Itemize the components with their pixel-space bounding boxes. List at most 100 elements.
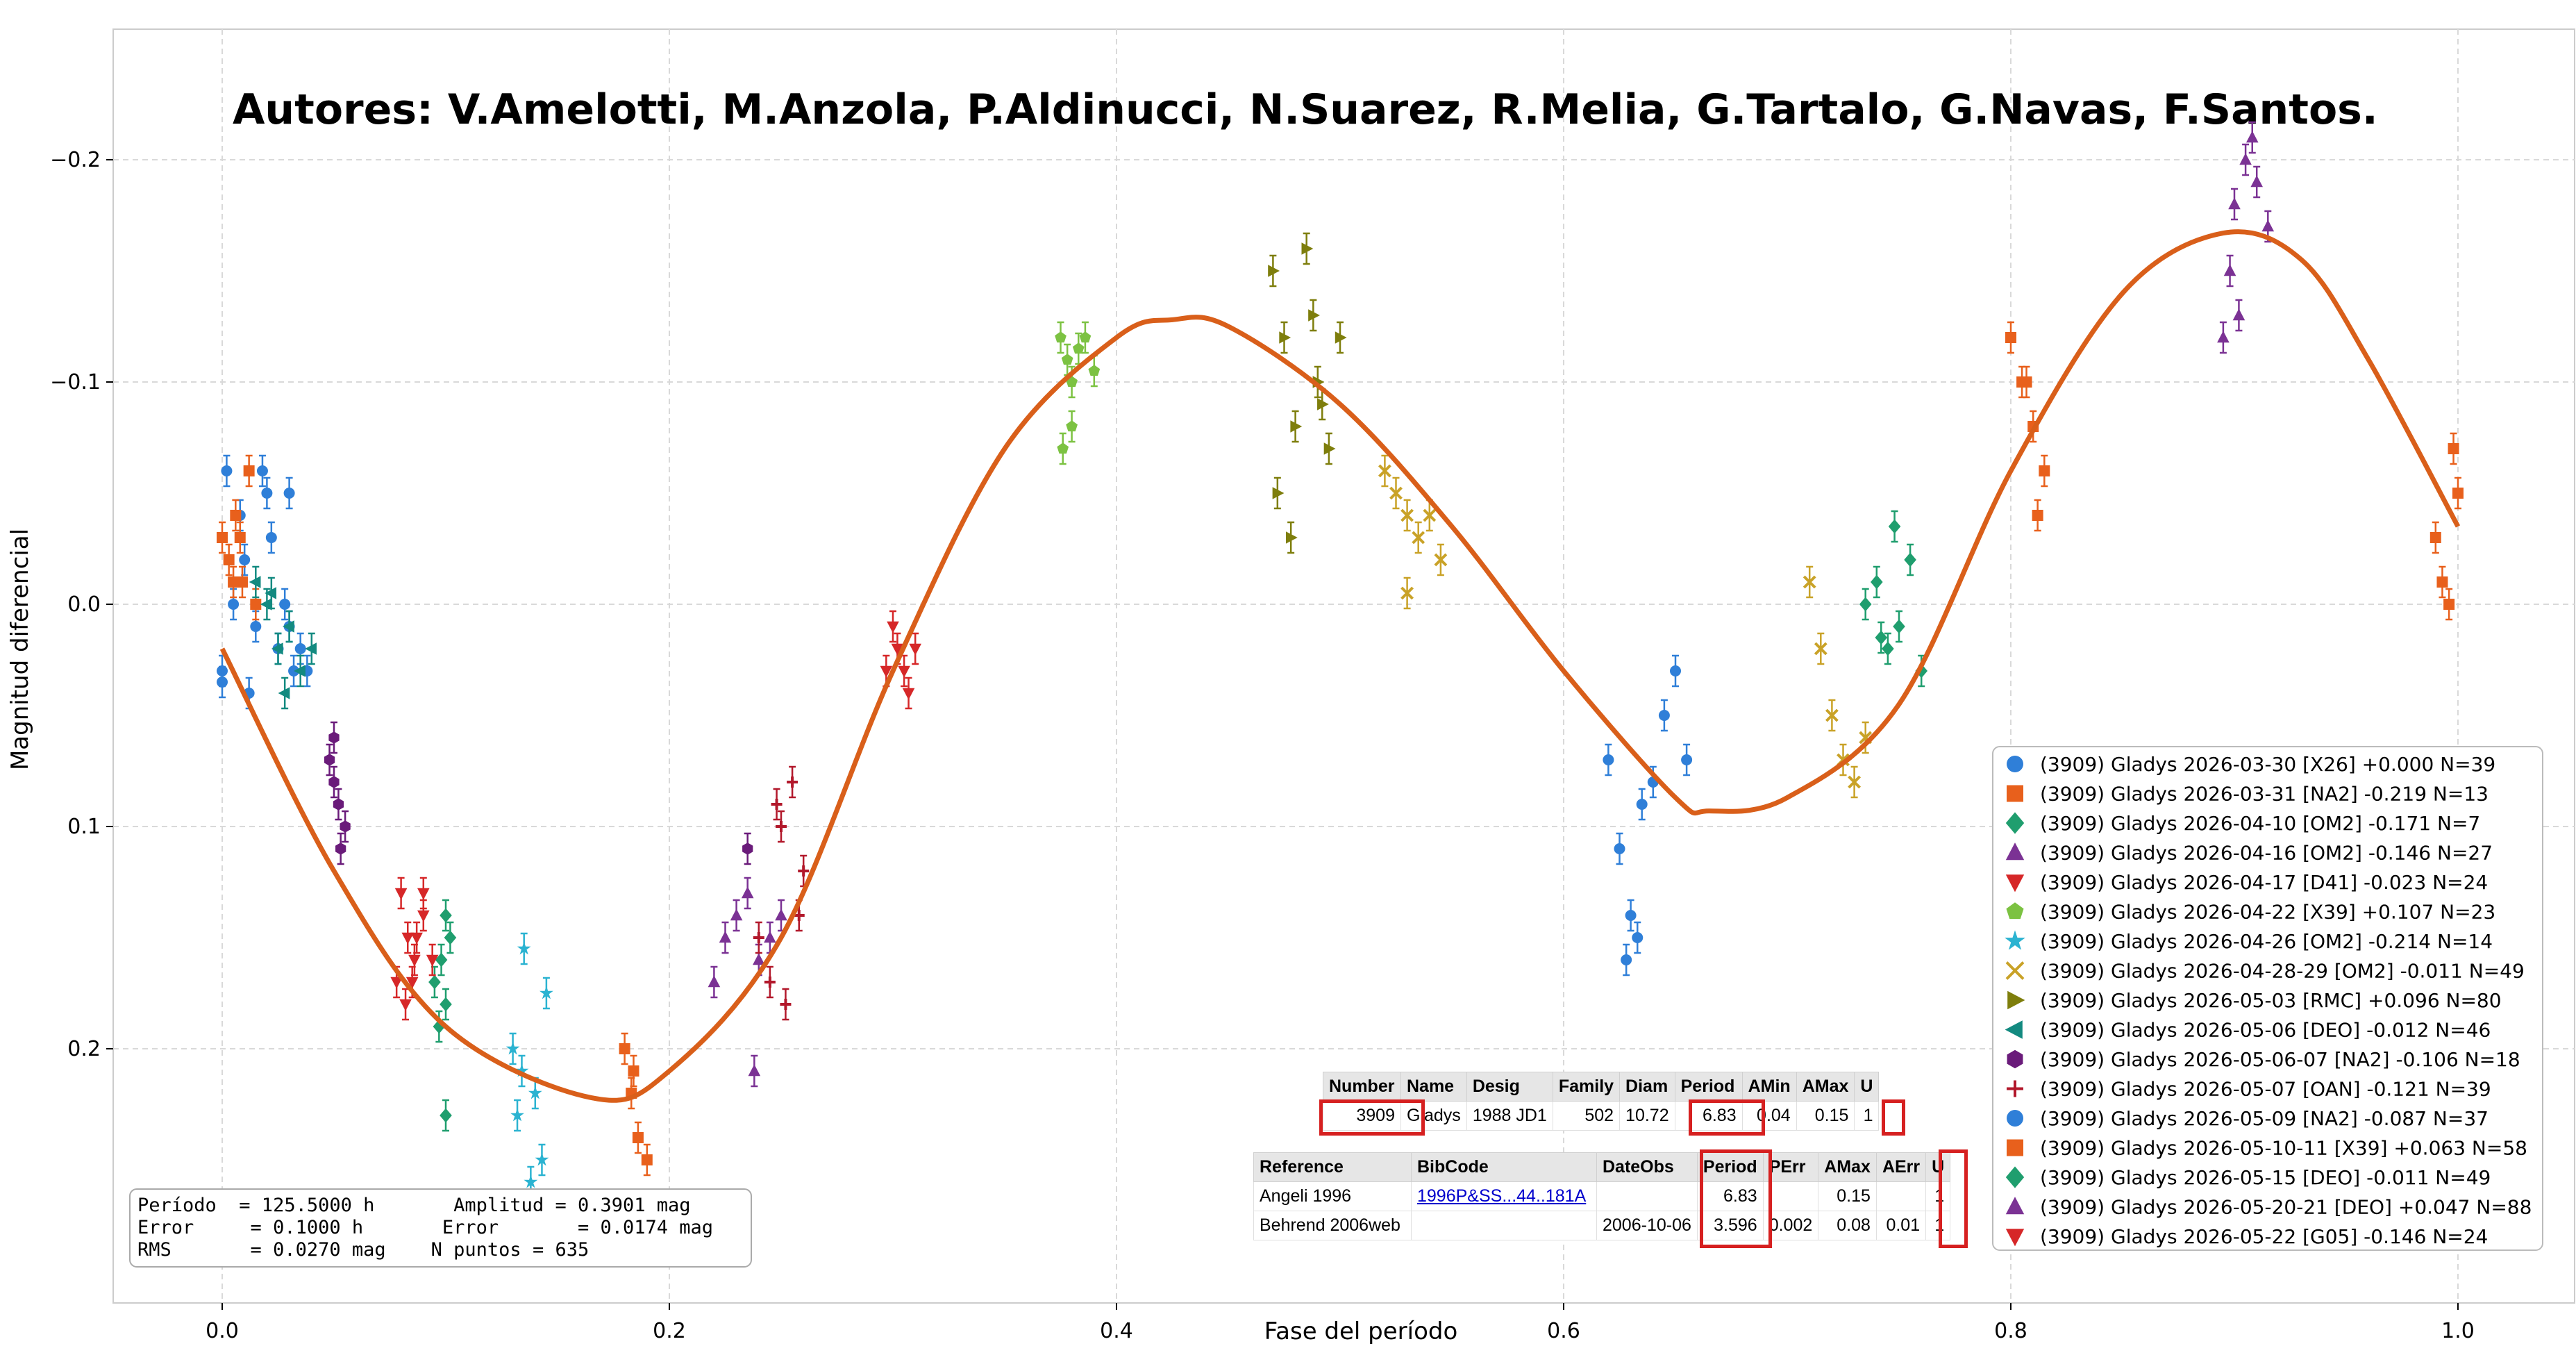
- legend-item: (3909) Gladys 2026-05-10-11 [X39] +0.063…: [2007, 1137, 2527, 1160]
- data-point: [250, 599, 262, 610]
- data-point: [2250, 175, 2263, 188]
- data-point: [1378, 464, 1391, 478]
- x-tick-label: 1.0: [2441, 1319, 2475, 1343]
- data-point: [417, 888, 430, 900]
- data-point: [1888, 519, 1901, 534]
- ref-header-reference: Reference: [1253, 1152, 1412, 1182]
- ref-cell-amax: 0.15: [1818, 1181, 1877, 1211]
- legend-marker: [2005, 1229, 2025, 1247]
- header-name: Name: [1400, 1072, 1467, 1102]
- data-point: [1625, 910, 1637, 921]
- legend-item: (3909) Gladys 2026-04-16 [OM2] -0.146 N=…: [2005, 842, 2493, 865]
- series-group: [1603, 654, 1693, 977]
- asteroid-table-row: 3909 Gladys 1988 JD1 502 10.72 6.83 0.04…: [1323, 1101, 1880, 1131]
- data-point: [283, 488, 295, 499]
- legend-label: (3909) Gladys 2026-05-22 [G05] -0.146 N=…: [2040, 1225, 2488, 1248]
- data-point: [265, 587, 277, 599]
- data-point: [265, 532, 277, 543]
- ref-cell-u: 1: [1925, 1181, 1951, 1211]
- legend-marker: [2006, 902, 2024, 920]
- legend-marker: [2007, 1049, 2023, 1069]
- cell-desig: 1988 JD1: [1466, 1101, 1553, 1131]
- data-point: [2039, 465, 2050, 476]
- data-point: [1279, 331, 1291, 344]
- data-point: [1803, 575, 1816, 589]
- legend-item: (3909) Gladys 2026-04-10 [OM2] -0.171 N=…: [2005, 812, 2480, 835]
- stats-box: Período = 125.5000 h Amplitud = 0.3901 m…: [129, 1188, 752, 1268]
- legend-label: (3909) Gladys 2026-05-10-11 [X39] +0.063…: [2040, 1137, 2527, 1160]
- series-group: [1268, 232, 1347, 554]
- data-point: [1434, 553, 1448, 567]
- data-point: [1681, 754, 1693, 765]
- data-point: [401, 932, 415, 945]
- data-point: [230, 510, 242, 521]
- data-point: [408, 954, 421, 967]
- header-desig: Desig: [1466, 1072, 1553, 1102]
- asteroid-table: Number Name Desig Family Diam Period AMi…: [1323, 1072, 1880, 1131]
- asteroid-table-header: Number Name Desig Family Diam Period AMi…: [1323, 1072, 1880, 1102]
- data-point: [619, 1043, 630, 1054]
- cell-diam: 10.72: [1619, 1101, 1675, 1131]
- legend-marker: [2007, 1080, 2023, 1097]
- data-point: [632, 1132, 644, 1143]
- header-amin: AMin: [1741, 1072, 1797, 1102]
- ref-cell-reference: Angeli 1996: [1253, 1181, 1412, 1211]
- data-point: [260, 598, 272, 611]
- data-point: [742, 842, 753, 855]
- data-point: [2436, 576, 2448, 588]
- data-point: [1301, 242, 1314, 255]
- data-point: [748, 1064, 761, 1077]
- legend-marker: [2007, 1110, 2023, 1127]
- stats-box-frame: [129, 1188, 752, 1268]
- data-point: [1066, 420, 1078, 432]
- series-group: [1378, 454, 1873, 799]
- cell-period: 6.83: [1674, 1101, 1743, 1131]
- reference-table: Reference BibCode DateObs Period PErr AM…: [1253, 1152, 1951, 1240]
- legend-item: (3909) Gladys 2026-05-06-07 [NA2] -0.106…: [2007, 1048, 2520, 1071]
- data-point: [394, 888, 408, 900]
- y-tick-label: 0.2: [67, 1037, 101, 1061]
- legend-marker: [2007, 1139, 2023, 1156]
- data-point: [1072, 342, 1085, 354]
- ref-cell-dateobs: 2006-10-06: [1596, 1211, 1698, 1240]
- data-point: [2217, 331, 2230, 343]
- cell-amax: 0.15: [1796, 1101, 1855, 1131]
- ref-header-period: Period: [1696, 1152, 1764, 1182]
- cell-name: Gladys: [1400, 1101, 1467, 1131]
- data-point: [228, 576, 240, 588]
- header-u: U: [1854, 1072, 1880, 1102]
- data-point: [428, 974, 441, 990]
- ref-cell-aerr: 0.01: [1875, 1211, 1927, 1240]
- ref-cell-perr: 0.002: [1762, 1211, 1819, 1240]
- data-point: [250, 621, 262, 632]
- data-point: [2452, 488, 2464, 499]
- x-axis-ticks: 0.0 0.2 0.4 0.6 0.8 1.0: [206, 1303, 2475, 1343]
- data-point: [798, 865, 810, 877]
- data-point: [780, 999, 792, 1010]
- data-point: [510, 1108, 524, 1122]
- legend-label: (3909) Gladys 2026-05-07 [OAN] -0.121 N=…: [2040, 1078, 2491, 1101]
- ref-header-amax: AMax: [1818, 1152, 1877, 1182]
- data-point: [1825, 708, 1839, 722]
- legend-label: (3909) Gladys 2026-05-09 [NA2] -0.087 N=…: [2040, 1107, 2489, 1130]
- legend-marker: [2005, 874, 2025, 892]
- data-point: [2228, 197, 2241, 210]
- data-point: [887, 621, 899, 633]
- y-tick-label: −0.2: [50, 148, 101, 172]
- data-point: [1636, 799, 1648, 810]
- data-point: [891, 643, 904, 656]
- data-point: [787, 776, 798, 788]
- cell-u: 1: [1854, 1101, 1880, 1131]
- data-point: [1412, 531, 1425, 545]
- legend-label: (3909) Gladys 2026-04-10 [OM2] -0.171 N=…: [2040, 812, 2480, 835]
- bibcode-link[interactable]: 1996P&SS...44..181A: [1417, 1186, 1587, 1206]
- legend-item: (3909) Gladys 2026-04-28-29 [OM2] -0.011…: [2005, 960, 2525, 983]
- ref-cell-dateobs: [1596, 1181, 1698, 1211]
- data-point: [515, 1063, 529, 1077]
- header-number: Number: [1323, 1072, 1401, 1102]
- data-point: [1882, 641, 1894, 656]
- data-point: [898, 665, 910, 678]
- data-point: [776, 821, 787, 832]
- data-point: [294, 665, 306, 677]
- ref-cell-amax: 0.08: [1818, 1211, 1877, 1240]
